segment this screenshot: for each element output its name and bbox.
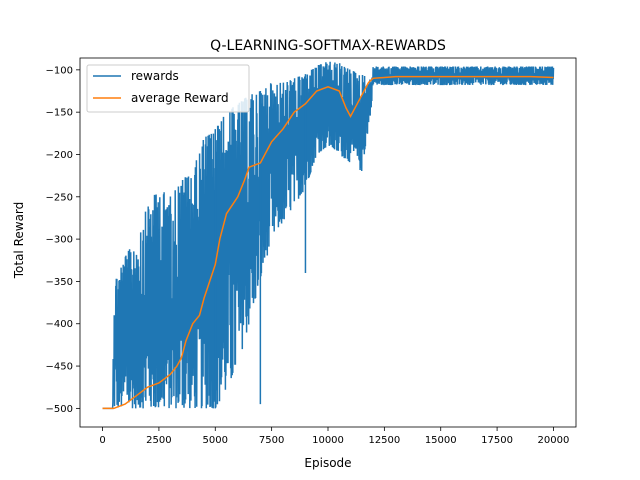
legend-label: average Reward [131,91,229,105]
y-tick-label: −250 [46,192,73,203]
y-axis-ticks: −500 −450 −400 −350 −300 −250 −200 −150 −100 [46,65,80,415]
x-axis-ticks: 0 2500 5000 7500 10000 12500 15000 17500 20000 [99,427,569,446]
y-axis-label: Total Reward [12,202,26,280]
legend-label: rewards [131,69,179,83]
series-rewards-line [102,61,555,410]
x-tick-label: 7500 [259,435,284,446]
y-tick-label: −350 [46,277,73,288]
x-tick-label: 12500 [368,435,400,446]
x-axis-label: Episode [304,456,351,470]
x-tick-label: 15000 [425,435,457,446]
x-tick-label: 5000 [203,435,228,446]
x-tick-label: 0 [99,435,105,446]
y-tick-label: −500 [46,404,73,415]
chart-title: Q-LEARNING-SOFTMAX-REWARDS [210,38,446,54]
x-tick-label: 20000 [538,435,570,446]
legend-box [86,64,250,113]
x-tick-label: 10000 [312,435,344,446]
x-tick-label: 17500 [481,435,513,446]
y-tick-label: −450 [46,362,73,373]
y-tick-label: −200 [46,150,73,161]
plot-area [79,57,577,428]
legend: rewards average Reward [86,64,250,113]
y-tick-label: −100 [46,65,73,76]
y-tick-label: −400 [46,319,73,330]
y-tick-label: −150 [46,108,73,119]
x-tick-label: 2500 [146,435,171,446]
series-average-reward-line [102,75,554,410]
y-tick-label: −300 [46,235,73,246]
